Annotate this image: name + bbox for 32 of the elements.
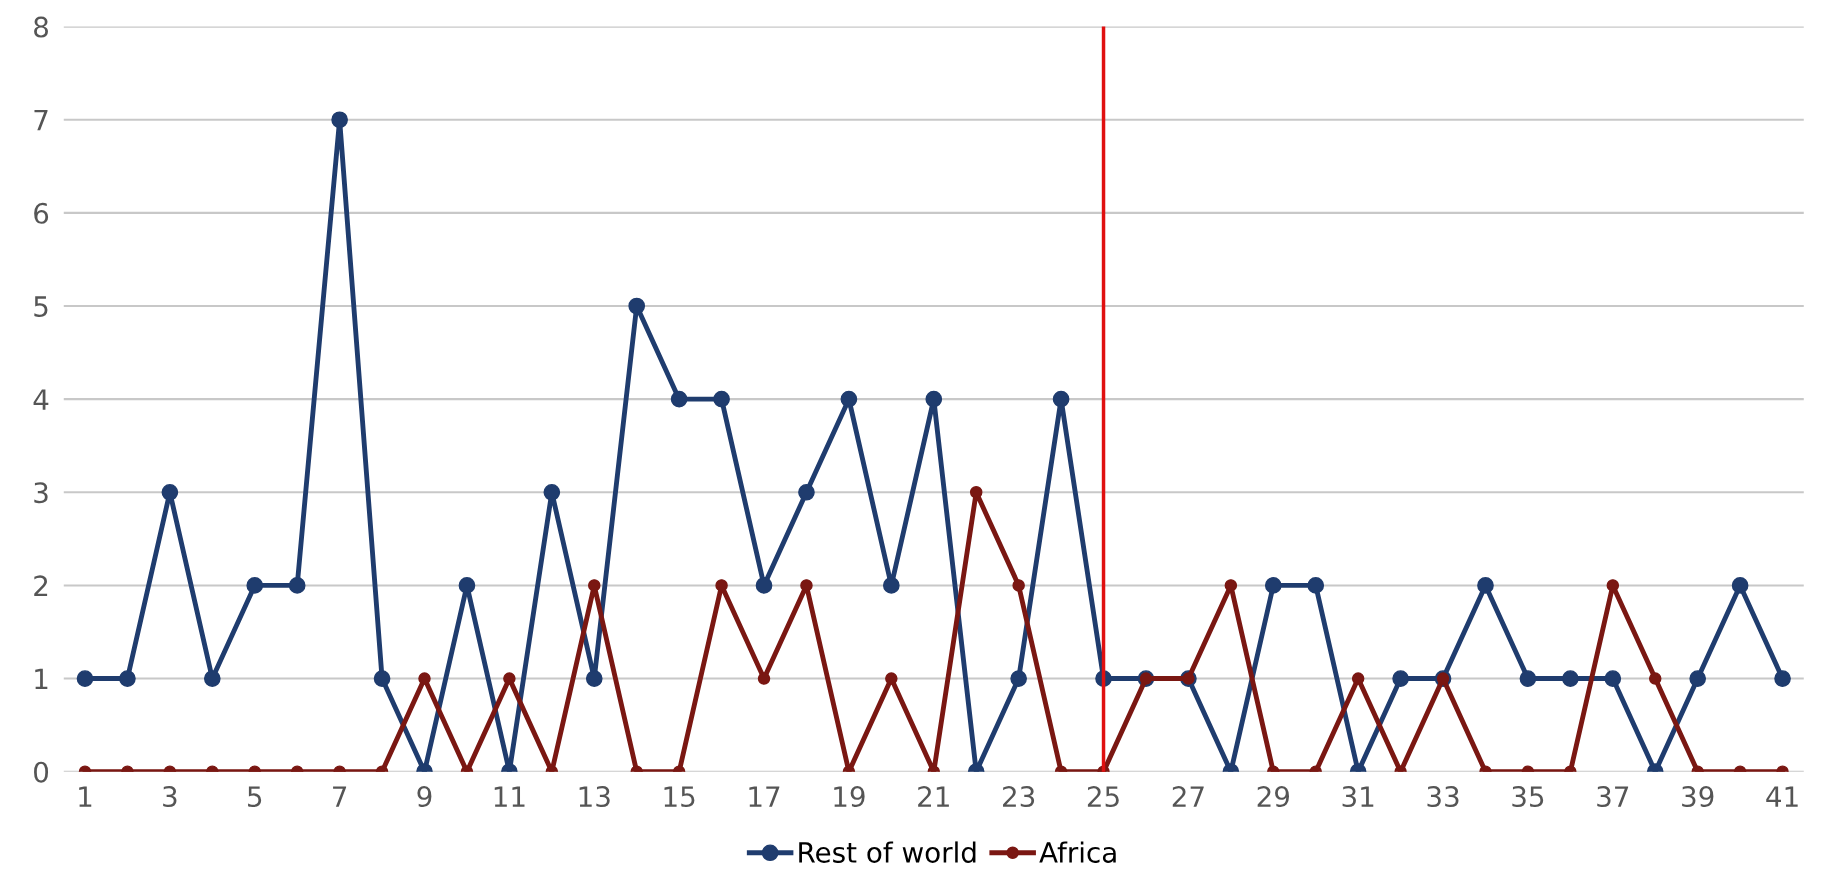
x-tick-label: 9 bbox=[417, 786, 432, 808]
x-tick-label: 41 bbox=[1766, 786, 1798, 807]
y-tick-label: 4 bbox=[33, 389, 49, 410]
legend-label: Rest of world bbox=[799, 841, 976, 863]
legend-label: Africa bbox=[1039, 841, 1116, 863]
x-tick-label: 35 bbox=[1512, 786, 1544, 808]
x-tick-label: 23 bbox=[1003, 786, 1035, 808]
x-tick-label: 5 bbox=[248, 786, 262, 808]
y-tick-label: 0 bbox=[34, 761, 49, 783]
x-tick-label: 33 bbox=[1427, 786, 1459, 808]
x-tick-label: 39 bbox=[1682, 786, 1714, 808]
x-tick-label: 21 bbox=[918, 786, 949, 807]
x-tick-label: 13 bbox=[579, 786, 610, 808]
y-tick-label: 3 bbox=[34, 482, 48, 504]
x-tick-label: 29 bbox=[1257, 786, 1290, 808]
x-tick-label: 31 bbox=[1342, 786, 1374, 808]
x-tick-label: 7 bbox=[333, 786, 347, 807]
x-tick-label: 27 bbox=[1172, 786, 1204, 807]
y-tick-label: 7 bbox=[34, 110, 48, 131]
x-tick-label: 37 bbox=[1597, 786, 1629, 808]
x-tick-label: 19 bbox=[834, 786, 865, 808]
x-tick-label: 3 bbox=[163, 786, 177, 808]
y-tick-label: 6 bbox=[34, 202, 49, 224]
y-tick-label: 8 bbox=[34, 16, 48, 38]
y-tick-label: 2 bbox=[34, 575, 48, 596]
y-tick-label: 1 bbox=[35, 668, 48, 690]
x-tick-label: 17 bbox=[749, 786, 780, 807]
x-tick-label: 15 bbox=[664, 786, 695, 808]
x-tick-label: 25 bbox=[1087, 786, 1119, 808]
y-tick-label: 5 bbox=[34, 296, 48, 317]
x-tick-label: 1 bbox=[79, 786, 92, 807]
x-tick-label: 11 bbox=[494, 786, 525, 807]
